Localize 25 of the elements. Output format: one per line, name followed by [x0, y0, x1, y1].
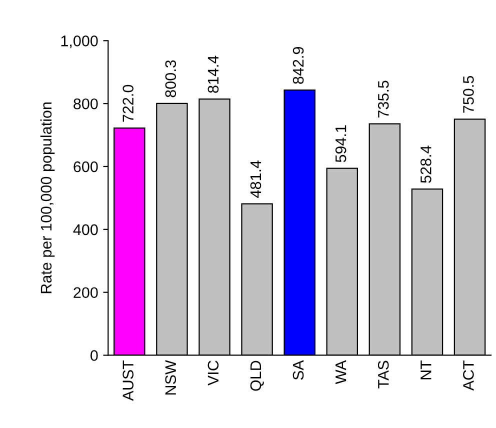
x-tick-label: VIC — [208, 360, 219, 386]
x-tick-label: NSW — [165, 360, 176, 394]
y-tick-label: 600 — [74, 161, 98, 172]
data-label: 481.4 — [250, 160, 262, 198]
data-label: 750.5 — [463, 76, 474, 113]
data-label: 814.4 — [208, 56, 219, 93]
y-axis-title: Rate per 100,000 population — [40, 102, 55, 294]
x-tick-label: NT — [420, 360, 432, 380]
y-tick-label: 800 — [74, 98, 98, 110]
data-label: 594.1 — [335, 125, 346, 162]
data-label: 722.0 — [122, 84, 134, 122]
data-label: 800.3 — [165, 60, 176, 98]
y-tick-label: 0 — [90, 350, 98, 361]
x-tick-label: AUST — [122, 360, 134, 401]
data-label: 528.4 — [420, 146, 432, 183]
x-tick-label: ACT — [463, 360, 474, 391]
data-label: 842.9 — [292, 47, 304, 84]
y-tick-label: 1,000 — [61, 36, 98, 48]
x-tick-label: SA — [292, 360, 304, 380]
y-tick-label: 400 — [73, 224, 98, 236]
data-label: 735.5 — [378, 80, 389, 118]
x-tick-label: TAS — [378, 360, 389, 388]
y-tick-label: 200 — [74, 287, 98, 298]
x-tick-label: QLD — [250, 360, 264, 391]
x-tick-label: WA — [336, 360, 346, 384]
